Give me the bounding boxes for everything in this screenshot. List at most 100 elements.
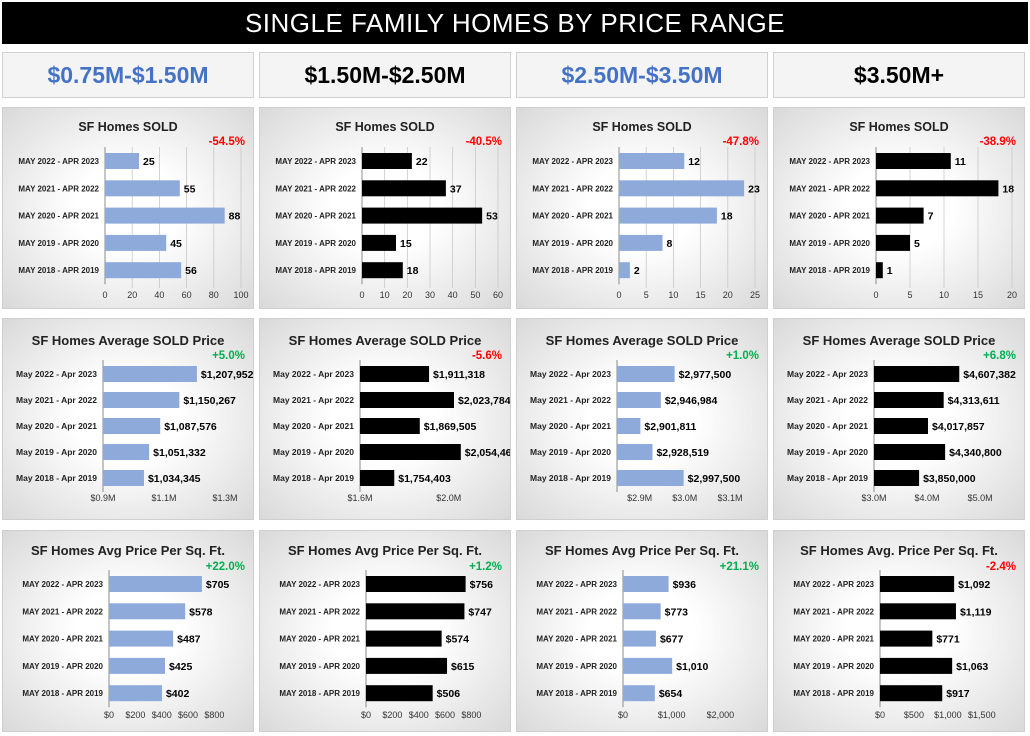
category-label: MAY 2022 - APR 2023 [532,157,613,166]
chart-title: SF Homes SOLD [78,120,178,134]
tick-label: 5 [907,290,912,300]
chart-panel: SF Homes Avg. Price Per Sq. Ft. -2.4% MAY … [773,530,1025,732]
bar-chart: MAY 2022 - APR 2023 $1,092 MAY 2021 - APR … [793,570,996,720]
chart-title: SF Homes Avg Price Per Sq. Ft. [30,543,226,558]
bar [880,630,933,647]
category-label: MAY 2018 - APR 2019 [536,689,617,698]
price-range-header-3: $2.50M-$3.50M [516,52,768,98]
tick-label: 50 [470,290,480,300]
data-label: $2,023,784 [458,395,510,407]
chart-title: SF Homes Average SOLD Price [288,333,482,348]
chart-title: SF Homes Avg Price Per Sq. Ft. [287,543,483,558]
tick-label: 10 [380,290,390,300]
data-label: $2,054,467 [465,447,510,459]
data-label: $756 [470,579,494,591]
data-label: $1,063 [956,661,988,673]
chart-title: SF Homes Average SOLD Price [802,333,996,348]
bar [103,418,161,434]
tick-label: $0 [104,710,114,720]
category-label: MAY 2022 - APR 2023 [789,157,870,166]
tick-label: 20 [723,290,733,300]
category-label: May 2022 - Apr 2023 [16,369,97,379]
data-label: $1,034,345 [148,473,201,485]
bar-chart: MAY 2022 - APR 2023 22 MAY 2021 - APR 2022… [275,147,503,300]
tick-label: $800 [461,710,481,720]
data-label: $1,150,267 [183,395,236,407]
tick-label: 15 [973,290,983,300]
category-label: May 2019 - Apr 2020 [16,447,97,457]
category-label: MAY 2020 - APR 2021 [789,212,870,221]
bar [105,180,180,197]
bar [109,657,165,674]
bar [109,603,186,620]
data-label: 1 [887,265,893,277]
data-label: 11 [955,156,966,168]
price-range-label: $0.75M-$1.50M [47,61,209,88]
tick-label: 10 [939,290,949,300]
bar [109,576,202,592]
bar [103,392,180,408]
category-label: MAY 2021 - APR 2022 [789,184,870,193]
data-label: 88 [229,211,241,223]
bar [103,366,197,382]
tick-label: $0 [361,710,371,720]
category-label: MAY 2021 - APR 2022 [275,184,356,193]
chart-panel: SF Homes SOLD -40.5% MAY 2022 - APR 2023 22… [259,107,511,309]
bar [105,262,182,279]
percent-change: +1.2% [469,561,502,573]
category-label: MAY 2018 - APR 2019 [789,266,870,275]
category-label: MAY 2020 - APR 2021 [275,212,356,221]
tick-label: $800 [204,710,224,720]
data-label: $1,869,505 [424,421,477,433]
percent-change: -40.5% [465,136,502,148]
data-label: $771 [936,634,960,646]
bar [619,207,717,224]
tick-label: $200 [382,710,402,720]
tick-label: $2.0M [436,493,461,503]
chart-title: SF Homes SOLD [592,120,692,134]
tick-label: 20 [402,290,412,300]
chart-title: SF Homes Avg. Price Per Sq. Ft. [800,543,998,558]
data-label: $4,017,857 [932,421,985,433]
category-label: MAY 2021 - APR 2022 [793,607,874,616]
tick-label: $1,500 [968,710,996,720]
chart-panel: SF Homes Average SOLD Price +5.0% May 2022… [2,318,254,520]
tick-label: $4.0M [915,493,940,503]
bar [619,262,630,279]
bar [880,603,956,620]
bar-chart: MAY 2022 - APR 2023 $756 MAY 2021 - APR 20… [279,570,494,720]
tick-label: 25 [750,290,760,300]
bar [109,685,162,702]
data-label: 56 [185,265,197,277]
category-label: MAY 2019 - APR 2020 [275,239,356,248]
data-label: $1,092 [958,579,990,591]
data-label: $2,946,984 [665,395,718,407]
category-label: May 2018 - Apr 2019 [530,473,611,483]
bar [366,603,465,620]
tick-label: $1.3M [212,493,237,503]
data-label: $487 [177,634,201,646]
bar-chart: MAY 2022 - APR 2023 25 MAY 2021 - APR 2022… [18,147,249,300]
price-range-header-4: $3.50M+ [773,52,1025,98]
data-label: 18 [1002,183,1014,195]
bar [362,262,403,279]
bar-chart: MAY 2022 - APR 2023 11 MAY 2021 - APR 2022… [789,147,1017,300]
tick-label: 80 [209,290,219,300]
tick-label: $600 [435,710,455,720]
tick-label: 0 [102,290,107,300]
tick-label: $200 [125,710,145,720]
percent-change: -5.6% [471,350,502,362]
chart-panel: SF Homes Avg Price Per Sq. Ft. +22.0% MAY … [2,530,254,732]
category-label: MAY 2019 - APR 2020 [793,662,874,671]
data-label: 18 [407,265,419,277]
tick-label: $400 [409,710,429,720]
percent-change: +1.0% [726,350,759,362]
bar [360,366,430,382]
percent-change: +21.1% [719,561,759,573]
data-label: 2 [634,265,640,277]
data-label: 55 [184,183,196,195]
data-label: $4,340,800 [949,447,1002,459]
bar [360,444,461,460]
category-label: May 2021 - Apr 2022 [273,395,354,405]
tick-label: 60 [182,290,192,300]
